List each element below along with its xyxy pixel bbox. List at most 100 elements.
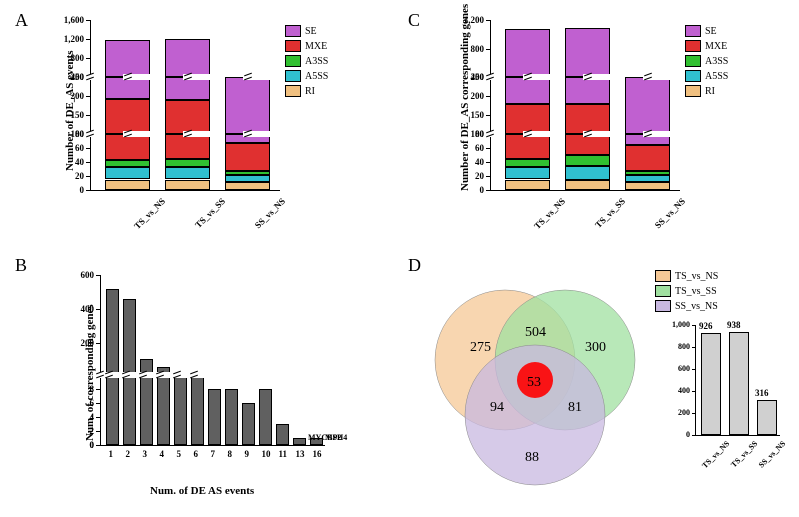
total-bar — [757, 400, 777, 435]
xtick: 11 — [279, 449, 288, 459]
bar-value: 926 — [699, 321, 713, 331]
bar-segment-RI — [165, 180, 210, 191]
bar-segment-A3SS — [505, 159, 550, 167]
histogram-bar — [259, 389, 272, 445]
legend-swatch — [685, 85, 701, 97]
bar-segment-A5SS — [565, 166, 610, 180]
xtick: 6 — [194, 449, 199, 459]
bar-segment-A3SS — [165, 159, 210, 167]
histogram-bar — [293, 438, 306, 445]
legend-swatch — [285, 85, 301, 97]
bar-segment-A5SS — [625, 175, 670, 182]
ytick: 150 — [471, 110, 485, 120]
histogram-bar — [225, 389, 238, 445]
bar-segment-A3SS — [225, 171, 270, 175]
legend-swatch — [655, 285, 671, 297]
bar-segment-A3SS — [565, 155, 610, 166]
venn-count: 81 — [568, 400, 582, 416]
ytick: 400 — [678, 386, 690, 395]
total-bar — [729, 332, 749, 435]
bar-segment-SE — [165, 39, 210, 77]
bar-segment-MXE — [565, 104, 610, 134]
bar-segment-RI — [225, 182, 270, 190]
legend-label: TS_vs_NS — [675, 271, 718, 282]
ytick: 600 — [678, 364, 690, 373]
panel-label-c: C — [408, 10, 420, 31]
legend-item: RI — [685, 85, 728, 97]
histogram-bar — [123, 375, 136, 445]
legend-item: SE — [285, 25, 328, 37]
legend-item: SS_vs_NS — [655, 300, 718, 312]
legend-swatch — [285, 40, 301, 52]
legend-item: A5SS — [685, 70, 728, 82]
venn-count: 504 — [525, 325, 546, 341]
bar-segment-SE — [505, 29, 550, 77]
category-label: TS_vs_NS — [118, 196, 167, 245]
bar-segment-MXE — [565, 134, 610, 155]
histogram-bar — [106, 375, 119, 445]
histogram-bar — [191, 375, 204, 445]
legend-swatch — [655, 300, 671, 312]
legend-label: SE — [305, 26, 317, 37]
category-label: TS_vs_SS — [578, 196, 627, 245]
bar-segment-MXE — [105, 134, 150, 160]
xtick: 1 — [109, 449, 114, 459]
histogram-bar — [157, 375, 170, 445]
legend-swatch — [285, 25, 301, 37]
ytick: 100 — [471, 129, 485, 139]
ytick: 40 — [475, 157, 484, 167]
category-label: TS_vs_NS — [518, 196, 567, 245]
legend-label: A5SS — [705, 71, 728, 82]
bar-segment-SE — [105, 40, 150, 77]
ytick: 1,000 — [672, 320, 690, 329]
bar-segment-MXE — [105, 99, 150, 134]
xtick: 16 — [313, 449, 322, 459]
legend-label: RI — [705, 86, 715, 97]
bar-segment-RI — [565, 180, 610, 191]
bar-segment-MXE — [505, 104, 550, 134]
ytick: 0 — [686, 430, 690, 439]
category-label: SS_vs_NS — [238, 196, 287, 245]
legend-d: TS_vs_NS TS_vs_SS SS_vs_NS — [655, 270, 718, 315]
legend-item: TS_vs_SS — [655, 285, 718, 297]
legend-swatch — [285, 70, 301, 82]
legend-a: SEMXEA3SSA5SSRI — [285, 25, 328, 100]
ytick: 200 — [471, 91, 485, 101]
legend-label: MXE — [305, 41, 327, 52]
histogram-bar — [276, 424, 289, 445]
bar-segment-SE — [625, 77, 670, 134]
venn-count: 300 — [585, 340, 606, 356]
total-bar — [701, 333, 721, 435]
legend-swatch — [655, 270, 671, 282]
xtick: 7 — [211, 449, 216, 459]
ytick: 20 — [475, 171, 484, 181]
ytick: 40 — [75, 157, 84, 167]
legend-item: A3SS — [685, 55, 728, 67]
ytick: 0 — [90, 440, 95, 450]
bar-segment-A3SS — [625, 171, 670, 175]
bar-segment-SE — [565, 28, 610, 77]
ytick: 1,200 — [64, 34, 84, 44]
histogram-bar — [208, 389, 221, 445]
bar-segment-MXE — [225, 143, 270, 171]
xtick: 9 — [245, 449, 250, 459]
bar-value: 938 — [727, 320, 741, 330]
ytick: 200 — [678, 408, 690, 417]
legend-swatch — [685, 55, 701, 67]
venn-count: 94 — [490, 400, 504, 416]
bar-segment-MXE — [165, 134, 210, 159]
venn-count: 88 — [525, 450, 539, 466]
legend-label: MXE — [705, 41, 727, 52]
xlabel-b: Num. of DE AS events — [150, 485, 254, 497]
legend-c: SEMXEA3SSA5SSRI — [685, 25, 728, 100]
ytick: 60 — [475, 143, 484, 153]
legend-item: TS_vs_NS — [655, 270, 718, 282]
ylabel-c: Number of DE_AS corresponding genes — [459, 31, 471, 191]
bar-segment-A5SS — [105, 167, 150, 180]
bar-value: 316 — [755, 388, 769, 398]
ytick: 800 — [471, 44, 485, 54]
bar-segment-A3SS — [105, 160, 150, 167]
bar-segment-SE — [505, 77, 550, 104]
bar-segment-A5SS — [225, 175, 270, 182]
chart-de-as-events: 0204060801001502002504008001,2001,600TS_… — [60, 20, 320, 220]
